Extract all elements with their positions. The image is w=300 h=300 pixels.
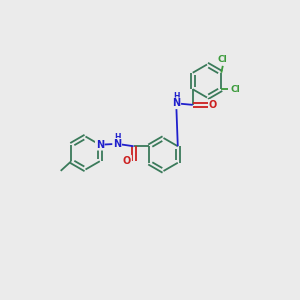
Text: Cl: Cl <box>218 55 228 64</box>
Text: O: O <box>123 156 131 166</box>
Text: N: N <box>172 98 180 108</box>
Text: N: N <box>96 140 104 150</box>
Text: O: O <box>209 100 217 110</box>
Text: H: H <box>173 92 179 101</box>
Text: N: N <box>113 139 121 149</box>
Text: Cl: Cl <box>230 85 240 94</box>
Text: H: H <box>114 133 120 142</box>
